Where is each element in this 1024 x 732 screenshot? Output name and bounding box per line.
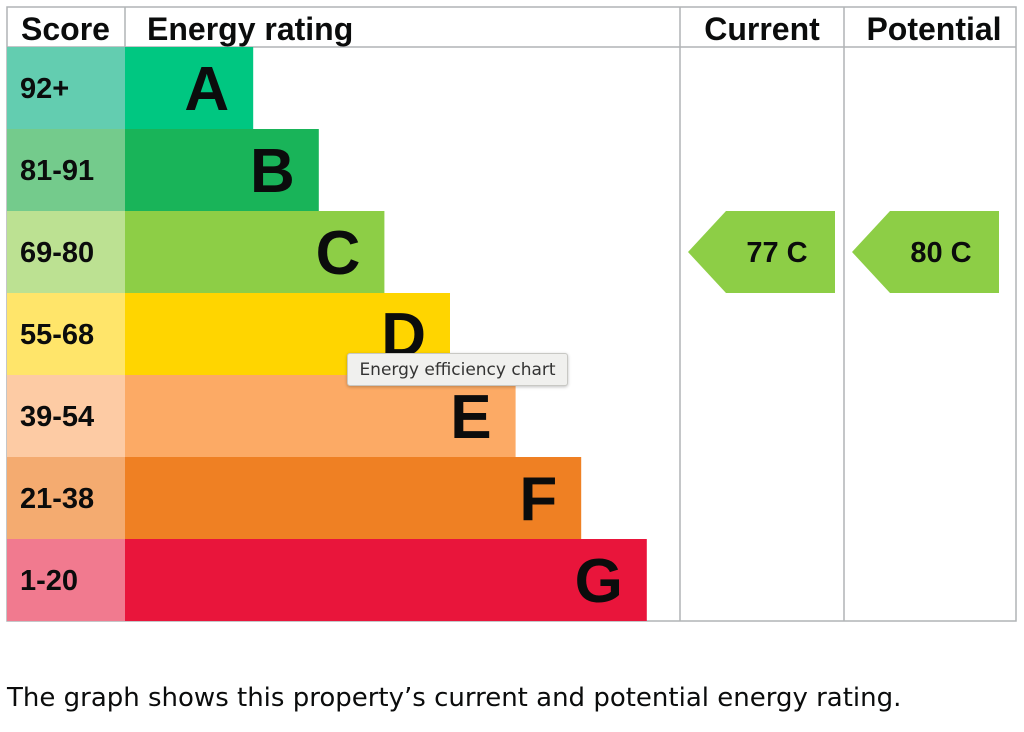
band-letter-g: G	[575, 547, 623, 616]
chart-headers: Score Energy rating Current Potential	[21, 11, 1002, 47]
band-letter-c: C	[316, 219, 361, 288]
band-letter-a: A	[184, 55, 229, 124]
score-cell-g	[7, 539, 125, 621]
band-bar-g	[125, 539, 647, 621]
score-cell-d	[7, 293, 125, 375]
header-score: Score	[21, 11, 110, 47]
score-cell-c	[7, 211, 125, 293]
score-label-g: 1-20	[20, 565, 78, 597]
score-cell-a	[7, 47, 125, 129]
score-label-f: 21-38	[20, 483, 94, 515]
energy-rating-chart: 92+ A81-91 B69-80 C55-68 D39-54 E21-38 F1-20 G …	[6, 6, 1017, 622]
band-letter-e: E	[450, 383, 491, 452]
score-label-e: 39-54	[20, 401, 94, 433]
rating-indicators: 77 C 80 C	[688, 211, 999, 293]
header-potential: Potential	[866, 11, 1001, 47]
band-bar-f	[125, 457, 582, 539]
score-cell-f	[7, 457, 125, 539]
chart-caption: The graph shows this property’s current …	[7, 683, 902, 713]
score-label-c: 69-80	[20, 237, 94, 269]
band-bar-a	[125, 47, 254, 129]
score-label-a: 92+	[20, 73, 69, 105]
chart-tooltip: Energy efficiency chart	[347, 353, 568, 386]
potential-arrow	[852, 211, 999, 293]
header-current: Current	[704, 11, 820, 47]
score-label-d: 55-68	[20, 319, 94, 351]
score-cell-e	[7, 375, 125, 457]
band-bar-e	[125, 375, 516, 457]
current-rating-label: 77 C	[746, 237, 807, 269]
score-label-b: 81-91	[20, 155, 94, 187]
band-letter-b: B	[250, 137, 295, 206]
potential-rating-label: 80 C	[910, 237, 971, 269]
band-bar-b	[125, 129, 319, 211]
rating-bands: 92+ A81-91 B69-80 C55-68 D39-54 E21-38 F1-20 G	[7, 47, 647, 621]
band-bar-c	[125, 211, 385, 293]
current-arrow	[688, 211, 835, 293]
band-letter-f: F	[519, 465, 557, 534]
score-cell-b	[7, 129, 125, 211]
header-energy-rating: Energy rating	[147, 11, 353, 47]
